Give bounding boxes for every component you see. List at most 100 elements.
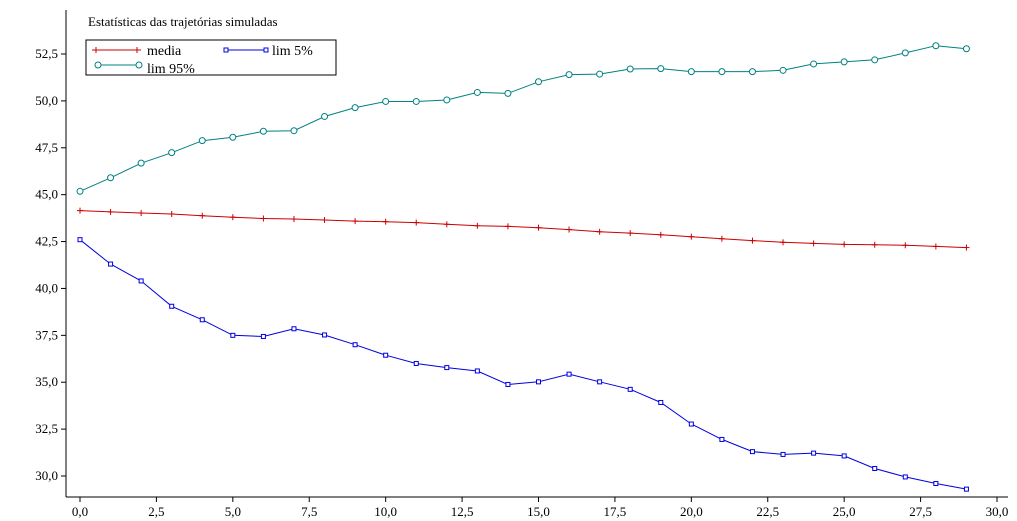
data-point-lim-5 xyxy=(444,365,450,371)
data-point-lim-5 xyxy=(749,449,755,455)
data-point-media xyxy=(77,207,83,214)
data-point-media xyxy=(688,233,695,240)
data-point-lim-5 xyxy=(291,326,297,332)
x-tick-label: 25,0 xyxy=(833,504,856,519)
legend-label-lim95: lim 95% xyxy=(147,62,195,77)
data-point-lim-95 xyxy=(198,137,206,145)
y-tick-label: 42,5 xyxy=(35,234,58,249)
legend-marker-media xyxy=(93,47,140,53)
x-tick-label: 2,5 xyxy=(148,504,164,519)
data-point-lim-5 xyxy=(719,436,725,442)
data-point-media xyxy=(199,212,206,219)
data-point-lim-5 xyxy=(872,465,878,471)
legend-label-media: media xyxy=(147,44,182,59)
data-point-lim-95 xyxy=(412,97,420,105)
x-tick-label: 5,0 xyxy=(225,504,241,519)
legend-box xyxy=(85,39,337,76)
data-point-media xyxy=(932,243,939,250)
x-tick-label: 12,5 xyxy=(451,504,474,519)
data-point-lim-95 xyxy=(962,45,970,53)
data-point-lim-95 xyxy=(626,65,634,73)
data-point-lim-5 xyxy=(474,368,480,374)
data-point-lim-95 xyxy=(107,174,115,182)
data-point-lim-95 xyxy=(259,127,267,135)
y-tick-label: 45,0 xyxy=(35,187,58,202)
data-point-lim-95 xyxy=(168,149,176,157)
data-point-media xyxy=(841,241,848,248)
data-point-media xyxy=(535,224,542,231)
series-media xyxy=(77,207,970,251)
data-point-lim-95 xyxy=(321,112,329,120)
data-point-lim-5 xyxy=(383,352,389,358)
data-point-media xyxy=(718,235,725,242)
data-point-media xyxy=(474,222,481,229)
data-point-lim-5 xyxy=(780,451,786,457)
data-point-media xyxy=(290,216,297,223)
data-point-lim-5 xyxy=(536,379,541,385)
legend-entry-lim5: lim 5% xyxy=(223,44,313,59)
data-point-media xyxy=(780,239,787,246)
legend-marker-lim95-end xyxy=(135,61,143,69)
legend-label-lim5: lim 5% xyxy=(272,44,313,59)
x-tick-label: 17,5 xyxy=(604,504,627,519)
data-point-media xyxy=(627,230,634,237)
data-point-lim-95 xyxy=(351,104,359,112)
x-tick-label: 30,0 xyxy=(986,504,1009,519)
data-point-media xyxy=(657,231,664,238)
data-point-media xyxy=(321,216,328,223)
x-tick-label: 15,0 xyxy=(527,504,550,519)
data-point-media xyxy=(963,244,970,251)
data-point-media xyxy=(566,226,573,233)
data-point-lim-5 xyxy=(505,381,511,387)
data-point-lim-95 xyxy=(504,89,512,97)
series-line-lim-95 xyxy=(79,45,967,192)
data-point-lim-95 xyxy=(810,60,818,68)
legend-marker-lim5-end xyxy=(263,47,269,53)
y-tick-label: 47,5 xyxy=(35,140,58,155)
data-point-lim-95 xyxy=(748,68,756,76)
y-tick-label: 40,0 xyxy=(35,280,58,295)
data-point-lim-5 xyxy=(688,421,694,427)
data-point-lim-95 xyxy=(290,127,298,135)
data-point-lim-5 xyxy=(597,379,603,385)
legend-marker-lim5 xyxy=(223,47,229,53)
y-tick-label: 50,0 xyxy=(35,93,58,108)
data-point-lim-95 xyxy=(901,49,909,57)
data-point-lim-5 xyxy=(933,481,939,487)
data-point-lim-95 xyxy=(840,58,848,66)
data-point-media xyxy=(138,210,145,217)
data-point-media xyxy=(749,237,756,244)
x-tick-label: 27,5 xyxy=(909,504,932,519)
legend-entry-lim95: lim 95% xyxy=(94,61,195,77)
series-lim-5 xyxy=(77,237,969,492)
data-point-media xyxy=(504,223,511,230)
data-point-lim-95 xyxy=(76,187,84,195)
x-tick-label: 0,0 xyxy=(72,504,88,519)
y-tick-label: 35,0 xyxy=(35,374,58,389)
series-line-lim-5 xyxy=(79,239,967,490)
data-point-lim-95 xyxy=(871,56,879,64)
data-point-lim-5 xyxy=(169,303,175,309)
data-point-media xyxy=(810,240,817,247)
y-tick-label: 37,5 xyxy=(35,327,58,342)
data-point-lim-95 xyxy=(657,65,665,73)
data-point-lim-5 xyxy=(230,332,236,338)
data-point-media xyxy=(443,221,450,228)
legend-marker-lim95 xyxy=(94,61,102,69)
data-point-lim-5 xyxy=(352,342,358,348)
series-layer xyxy=(76,42,970,492)
data-point-media xyxy=(107,208,114,215)
legend-entry-media: media xyxy=(92,44,182,59)
data-point-lim-95 xyxy=(229,133,237,141)
data-point-lim-95 xyxy=(932,42,940,50)
data-point-lim-5 xyxy=(108,261,114,267)
data-point-lim-95 xyxy=(779,66,787,74)
series-lim-95 xyxy=(76,42,970,195)
data-point-lim-95 xyxy=(687,68,695,76)
data-point-lim-5 xyxy=(566,371,572,377)
data-point-lim-5 xyxy=(77,237,83,243)
data-point-lim-5 xyxy=(841,453,847,459)
x-ticks: 0,0 2,5 5,0 7,5 10,0 12,5 15,0 17,5 20,0 22,5 25,0… xyxy=(72,497,1009,519)
data-point-lim-95 xyxy=(382,97,390,105)
